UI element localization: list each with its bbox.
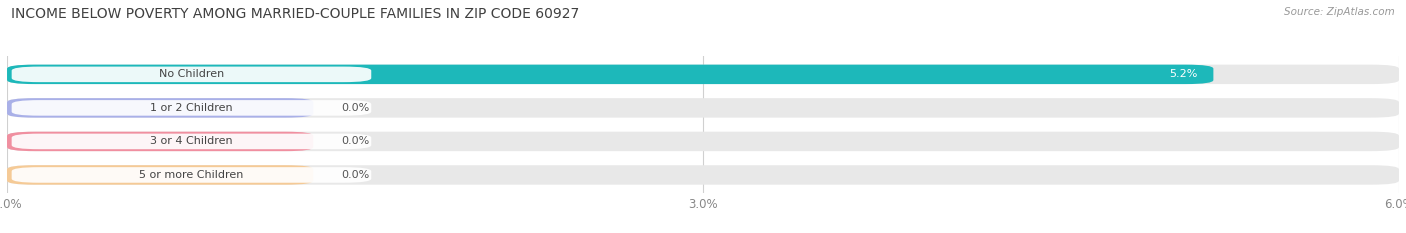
Text: 0.0%: 0.0% [342,170,370,180]
FancyBboxPatch shape [7,65,1213,84]
Text: INCOME BELOW POVERTY AMONG MARRIED-COUPLE FAMILIES IN ZIP CODE 60927: INCOME BELOW POVERTY AMONG MARRIED-COUPL… [11,7,579,21]
Text: No Children: No Children [159,69,224,79]
FancyBboxPatch shape [7,165,314,185]
Text: Source: ZipAtlas.com: Source: ZipAtlas.com [1284,7,1395,17]
FancyBboxPatch shape [11,134,371,149]
FancyBboxPatch shape [7,65,1399,84]
Text: 1 or 2 Children: 1 or 2 Children [150,103,233,113]
FancyBboxPatch shape [11,167,371,183]
FancyBboxPatch shape [7,165,1399,185]
Text: 5 or more Children: 5 or more Children [139,170,243,180]
FancyBboxPatch shape [11,67,371,82]
FancyBboxPatch shape [7,98,1399,118]
FancyBboxPatch shape [7,132,1399,151]
Text: 0.0%: 0.0% [342,136,370,146]
Text: 0.0%: 0.0% [342,103,370,113]
FancyBboxPatch shape [7,98,314,118]
FancyBboxPatch shape [7,132,314,151]
Text: 3 or 4 Children: 3 or 4 Children [150,136,233,146]
Text: 5.2%: 5.2% [1168,69,1197,79]
FancyBboxPatch shape [11,100,371,116]
